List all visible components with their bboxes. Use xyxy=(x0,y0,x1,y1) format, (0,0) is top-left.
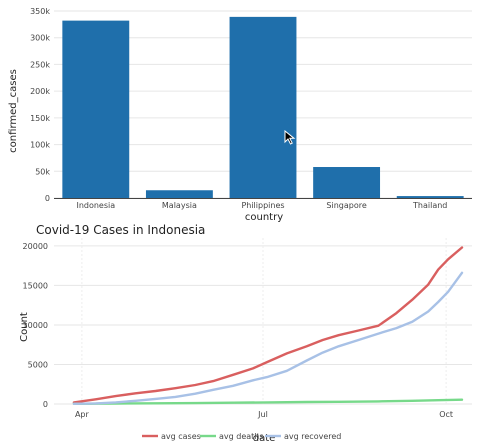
line-chart-x-ticks: Apr Jul Oct xyxy=(75,410,453,419)
line-chart-y-tick-label: 0 xyxy=(43,400,48,409)
line-chart-series xyxy=(72,246,464,405)
mouse-cursor-icon xyxy=(284,130,296,145)
bar-chart-x-tick-label: Singapore xyxy=(326,201,366,210)
line-chart-legend[interactable]: avg cases avg deaths avg recovered xyxy=(142,432,341,441)
bar-malaysia[interactable] xyxy=(145,190,213,198)
line-chart-x-tick-label: Oct xyxy=(439,410,453,419)
legend-item-avg-deaths[interactable]: avg deaths xyxy=(200,432,264,441)
bar-chart-x-tick-label: Indonesia xyxy=(76,201,115,210)
bar-philippines[interactable] xyxy=(229,16,297,199)
bar-chart-y-tick-label: 0 xyxy=(45,194,50,203)
bar-chart-x-axis-title: country xyxy=(245,212,283,223)
bar-chart: 0 50k 100k 150k 200k 250k 300k 350k Indonesia Ma… xyxy=(8,7,472,223)
bar-chart-y-tick-label: 150k xyxy=(30,114,50,123)
bar-chart-x-tick-label: Thailand xyxy=(412,201,447,210)
bar-thailand[interactable] xyxy=(396,196,464,198)
bar-chart-y-tick-label: 100k xyxy=(30,141,50,150)
line-chart-x-axis-title: date xyxy=(253,433,276,444)
line-chart-title: Covid-19 Cases in Indonesia xyxy=(36,223,205,237)
line-chart-x-tick-label: Apr xyxy=(75,410,90,419)
line-chart-y-tick-label: 20000 xyxy=(23,242,48,251)
line-chart: Covid-19 Cases in Indonesia 0 5000 10000 15… xyxy=(19,223,472,444)
line-series-avg-deaths[interactable] xyxy=(72,398,464,405)
line-chart-y-tick-label: 10000 xyxy=(23,321,48,330)
line-chart-x-tick-label: Jul xyxy=(257,410,268,419)
bar-chart-y-tick-label: 300k xyxy=(30,34,50,43)
bar-indonesia[interactable] xyxy=(62,20,130,199)
legend-item-avg-recovered[interactable]: avg recovered xyxy=(265,432,341,441)
legend-label: avg cases xyxy=(161,432,201,441)
legend-label: avg deaths xyxy=(219,432,264,441)
legend-item-avg-cases[interactable]: avg cases xyxy=(142,432,201,441)
line-chart-y-ticks: 0 5000 10000 15000 20000 xyxy=(23,242,48,409)
line-chart-y-tick-label: 5000 xyxy=(28,360,48,369)
line-chart-y-axis-title: Count xyxy=(19,312,30,342)
line-series-avg-cases[interactable] xyxy=(72,246,464,404)
bar-chart-x-tick-label: Malaysia xyxy=(162,201,197,210)
bar-chart-y-ticks: 0 50k 100k 150k 200k 250k 300k 350k xyxy=(30,7,50,203)
bar-chart-y-tick-label: 250k xyxy=(30,60,50,69)
bar-singapore[interactable] xyxy=(313,167,381,198)
line-chart-y-tick-label: 15000 xyxy=(23,281,48,290)
bar-chart-y-tick-label: 350k xyxy=(30,7,50,16)
bar-chart-x-ticks: Indonesia Malaysia Philippines Singapore Tha… xyxy=(76,201,447,210)
bar-chart-y-tick-label: 200k xyxy=(30,87,50,96)
bar-chart-y-axis-title: confirmed_cases xyxy=(8,69,19,153)
bar-chart-x-tick-label: Philippines xyxy=(241,201,284,210)
bar-chart-bars xyxy=(62,16,464,199)
legend-label: avg recovered xyxy=(284,432,341,441)
bar-chart-y-tick-label: 50k xyxy=(35,167,50,176)
line-series-avg-recovered[interactable] xyxy=(72,271,464,405)
